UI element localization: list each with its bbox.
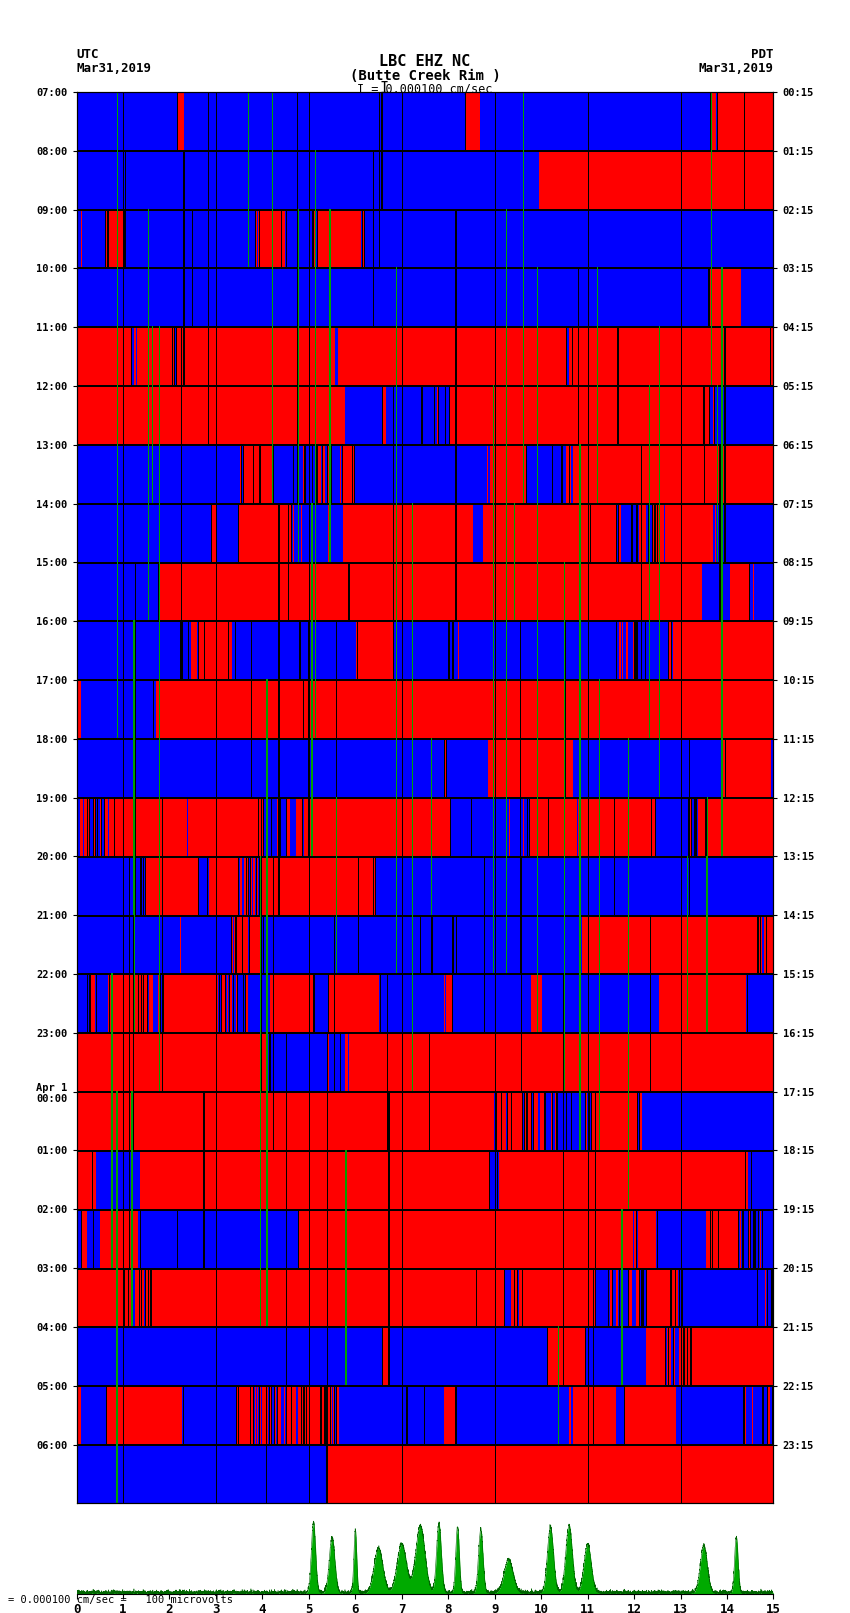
Text: Mar31,2019: Mar31,2019: [699, 63, 774, 76]
Text: = 0.000100 cm/sec =   100 microvolts: = 0.000100 cm/sec = 100 microvolts: [8, 1595, 234, 1605]
Text: UTC: UTC: [76, 48, 99, 61]
Text: I = 0.000100 cm/sec: I = 0.000100 cm/sec: [357, 82, 493, 95]
Text: I: I: [380, 82, 388, 97]
Text: LBC EHZ NC: LBC EHZ NC: [379, 53, 471, 69]
Text: (Butte Creek Rim ): (Butte Creek Rim ): [349, 69, 501, 82]
Text: PDT: PDT: [751, 48, 774, 61]
Text: Mar31,2019: Mar31,2019: [76, 63, 151, 76]
